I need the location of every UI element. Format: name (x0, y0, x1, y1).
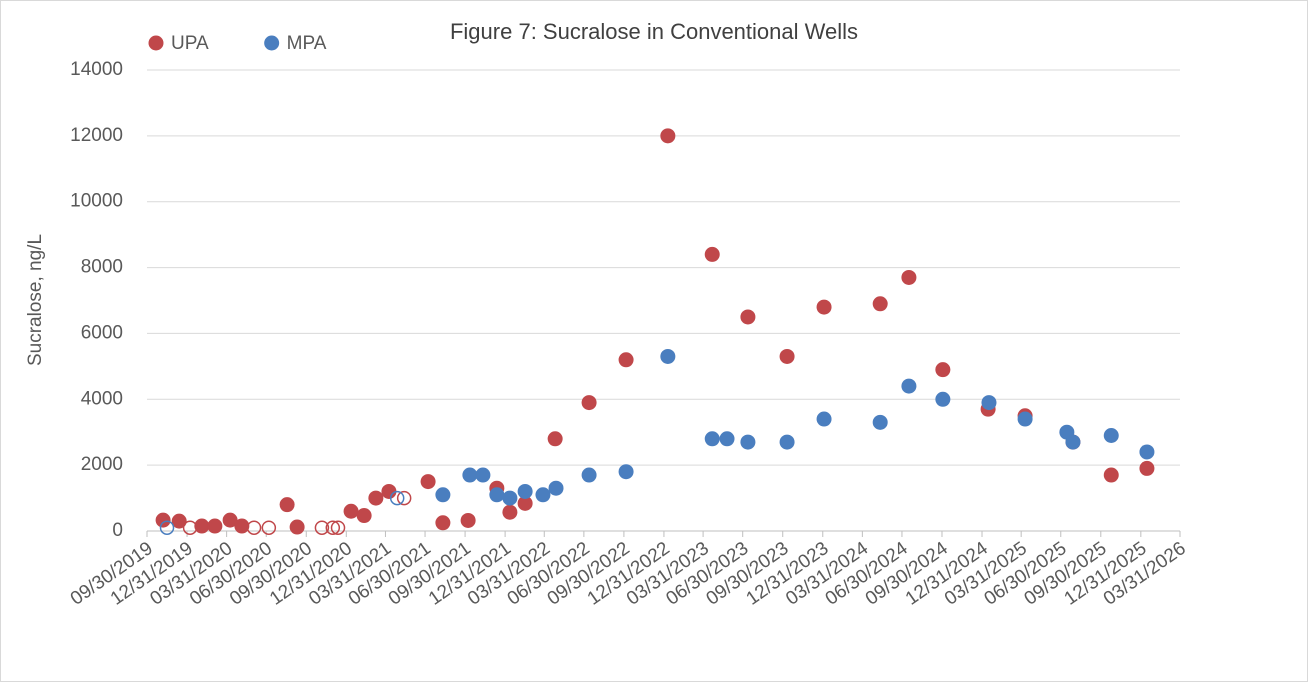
data-point (194, 518, 210, 534)
data-point (330, 520, 346, 535)
legend-label: UPA (171, 33, 209, 54)
data-point (460, 512, 476, 528)
data-point (581, 467, 597, 483)
data-point (740, 309, 756, 325)
data-point (981, 395, 997, 411)
y-tick-label: 8000 (81, 257, 123, 278)
data-point (171, 513, 187, 529)
data-point (279, 497, 295, 513)
y-tick-label: 14000 (70, 59, 123, 80)
data-point (207, 518, 223, 534)
data-point (343, 503, 359, 519)
data-point (935, 391, 951, 407)
data-point (901, 378, 917, 394)
data-point (704, 246, 720, 262)
data-point (462, 467, 478, 483)
data-point (1139, 460, 1155, 476)
data-point (314, 520, 330, 535)
data-point (779, 434, 795, 450)
data-point (234, 518, 250, 534)
data-point (581, 395, 597, 411)
data-point (1017, 411, 1033, 427)
data-point (489, 487, 505, 503)
data-point (660, 128, 676, 144)
data-point (618, 352, 634, 368)
legend-marker (148, 35, 164, 51)
data-point (396, 490, 412, 506)
data-point (389, 490, 405, 506)
data-point (475, 467, 491, 483)
data-point (872, 296, 888, 312)
data-point (547, 431, 563, 447)
data-point (704, 431, 720, 447)
legend-marker (264, 35, 280, 51)
data-point (872, 414, 888, 430)
data-point (435, 487, 451, 503)
data-point (935, 362, 951, 378)
data-point (159, 520, 175, 535)
data-point (548, 480, 564, 496)
data-point (816, 411, 832, 427)
data-point (535, 487, 551, 503)
data-point (1139, 444, 1155, 460)
data-point (1103, 467, 1119, 483)
data-point (435, 515, 451, 531)
y-tick-label: 0 (112, 520, 123, 541)
y-tick-label: 10000 (70, 191, 123, 212)
y-tick-label: 4000 (81, 388, 123, 409)
y-axis-label: Sucralose, ng/L (25, 234, 46, 366)
data-point (618, 464, 634, 480)
data-point (502, 490, 518, 506)
data-point (381, 483, 397, 499)
data-point (719, 431, 735, 447)
chart-title: Figure 7: Sucralose in Conventional Well… (450, 19, 858, 44)
data-point (660, 348, 676, 364)
data-point (740, 434, 756, 450)
data-point (1103, 428, 1119, 444)
data-point (502, 504, 518, 520)
data-point (289, 519, 305, 535)
data-point (901, 269, 917, 285)
data-point (816, 299, 832, 315)
data-point (261, 520, 277, 535)
data-point (779, 348, 795, 364)
data-point (1065, 434, 1081, 450)
data-point (222, 512, 238, 528)
data-point (356, 508, 372, 524)
data-point (368, 490, 384, 506)
legend-label: MPA (287, 33, 327, 54)
data-point (246, 520, 262, 535)
data-point (325, 520, 341, 535)
y-tick-label: 12000 (70, 125, 123, 146)
y-tick-label: 2000 (81, 454, 123, 475)
y-tick-label: 6000 (81, 322, 123, 343)
data-point (517, 495, 533, 511)
data-point (155, 512, 171, 528)
data-point (420, 474, 436, 490)
data-point (517, 483, 533, 499)
data-point (182, 520, 198, 535)
